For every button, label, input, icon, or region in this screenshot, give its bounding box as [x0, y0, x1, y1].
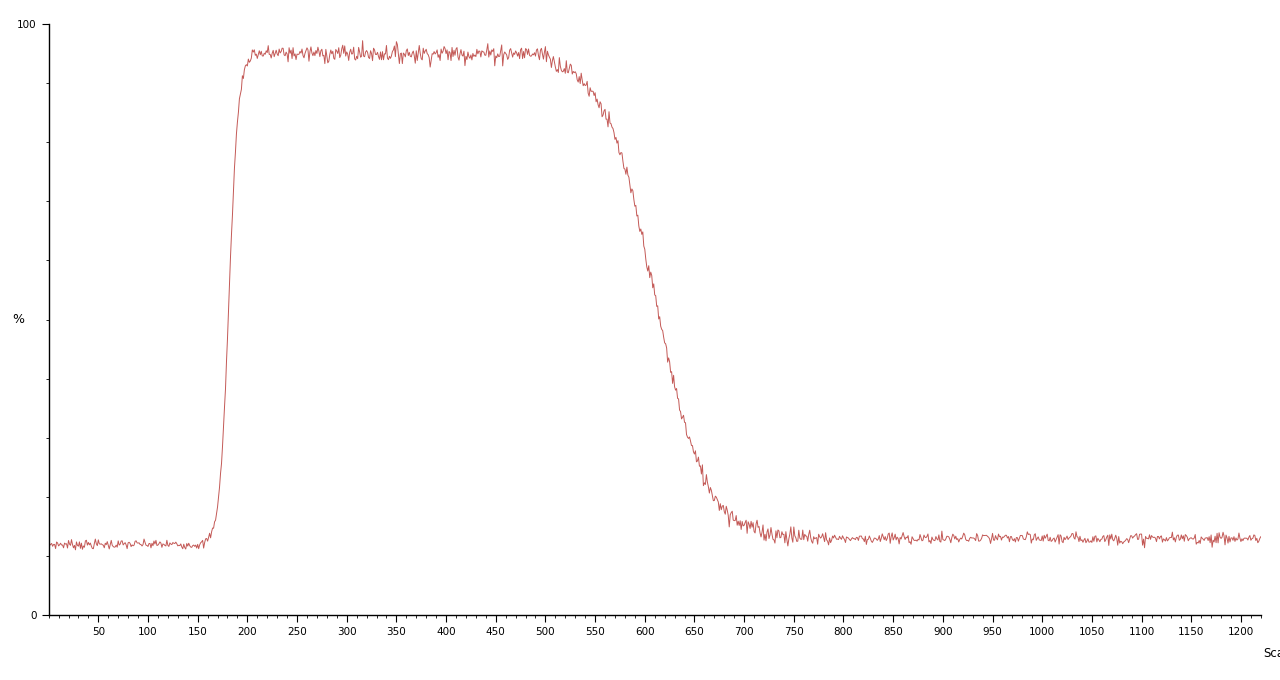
Text: Scan: Scan: [1263, 647, 1280, 660]
Text: %: %: [13, 313, 24, 326]
